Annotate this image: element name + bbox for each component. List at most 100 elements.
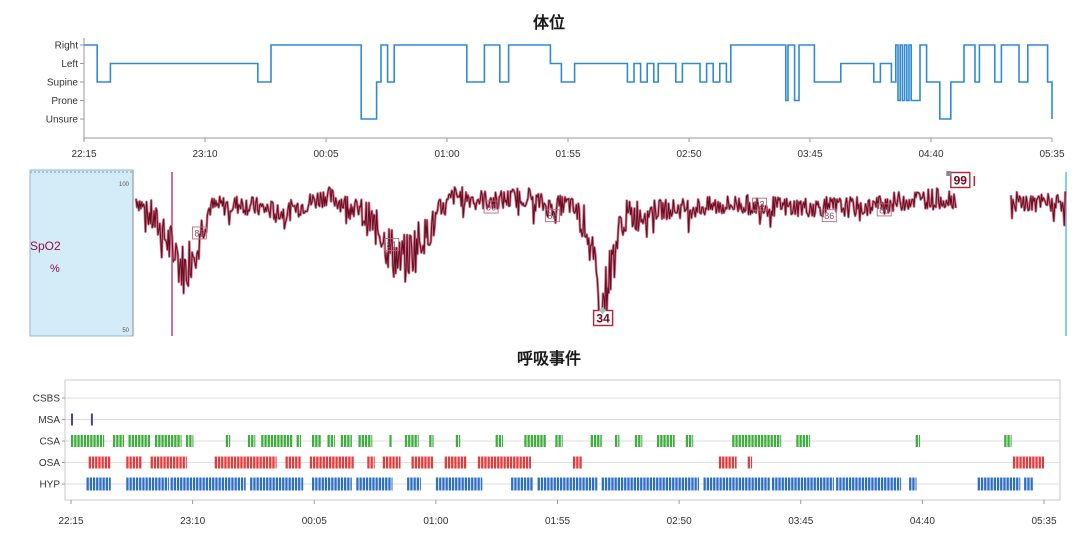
event-bar-hyp [337,477,340,491]
event-bar-csa [350,435,352,447]
event-bar-hyp [725,477,729,491]
event-bar-hyp [328,477,331,491]
event-bar-hyp [312,477,315,491]
spo2-value-marker-80: 80 [879,205,889,215]
event-bar-hyp [848,477,852,491]
event-bar-msa [90,413,93,426]
event-bar-csa [158,435,161,447]
event-bar-hyp [331,477,334,491]
event-bar-osa [430,456,433,469]
event-bar-osa [444,456,447,469]
event-bar-hyp [604,477,608,491]
event-bar-osa [275,456,277,469]
event-bar-hyp [643,477,646,491]
event-bar-osa [329,456,332,469]
event-bar-osa [373,456,375,469]
event-bar-csa [371,435,373,447]
event-bar-osa [747,456,750,469]
event-bar-csa [290,435,293,447]
event-bar-osa [104,456,107,469]
event-bar-hyp [576,477,579,491]
event-bar-hyp [99,477,102,491]
event-bar-hyp [620,477,624,491]
event-bar-hyp [288,477,291,491]
event-bar-csa [96,435,99,447]
event-bar-hyp [980,477,984,491]
event-bar-hyp [158,477,161,491]
event-bar-hyp [196,477,199,491]
event-bar-hyp [722,477,725,491]
event-bar-osa [454,456,457,469]
event-bar-osa [182,456,185,469]
event-bar-osa [269,456,272,469]
spo2-value-marker-90: 90 [486,203,496,213]
spo2-unit-label: % [50,263,60,275]
event-bar-csa [264,435,267,447]
event-bar-hyp [1000,477,1003,491]
event-bar-hyp [356,477,359,491]
event-bar-hyp [842,477,845,491]
events-x-tick-04-40: 04:40 [910,516,935,527]
event-bar-osa [414,456,417,469]
spo2-min-diamond [599,306,607,315]
event-bar-hyp [915,477,917,491]
position-x-tick-03-45: 03:45 [797,149,822,160]
event-bar-hyp [772,477,775,491]
event-bar-csa [274,435,277,447]
event-bar-hyp [566,477,569,491]
event-bar-osa [88,456,91,469]
event-bar-csa [432,435,434,447]
event-bar-csa [270,435,274,447]
event-bar-hyp [996,477,1000,491]
event-bar-hyp [451,477,455,491]
event-bar-csa [408,435,411,447]
event-bar-csa [330,435,333,447]
event-bar-osa [1013,456,1016,469]
spo2-value-marker-box [821,209,837,223]
event-bar-hyp [369,477,372,491]
event-bar-hyp [151,477,155,491]
event-bar-msa [71,413,73,426]
event-bar-hyp [665,477,668,491]
spo2-value-marker-99: 99 [954,174,968,188]
event-bar-hyp [887,477,890,491]
event-bar-csa [315,435,318,447]
event-bar-osa [1025,456,1029,469]
event-bar-hyp [340,477,344,491]
event-bar-osa [185,456,187,469]
event-bar-csa [254,435,256,447]
event-bar-hyp [1009,477,1012,491]
event-bar-hyp [89,477,92,491]
event-bar-hyp [92,477,96,491]
event-bar-hyp [212,477,215,491]
event-bar-hyp [298,477,301,491]
event-bar-hyp [467,477,471,491]
event-bar-hyp [461,477,464,491]
event-bar-csa [286,435,290,447]
event-bar-csa [128,435,131,447]
event-bar-osa [522,456,525,469]
event-bar-hyp [527,477,530,491]
event-bar-hyp [375,477,378,491]
event-bar-hyp [729,477,732,491]
event-row-label-csbs: CSBS [33,394,61,405]
event-bar-osa [98,456,101,469]
event-bar-csa [615,435,618,447]
event-bar-osa [135,456,139,469]
event-bar-csa [673,435,675,447]
event-bar-hyp [324,477,328,491]
position-x-tick-01-00: 01:00 [434,149,459,160]
event-bar-osa [417,456,421,469]
events-x-tick-05-35: 05:35 [1031,516,1056,527]
spo2-trace [135,186,1066,323]
spo2-value-marker-86: 86 [824,211,834,221]
event-bar-csa [347,435,350,447]
event-bar-hyp [761,477,764,491]
event-bar-hyp [372,477,375,491]
event-bar-hyp [129,477,132,491]
event-row-label-osa: OSA [39,458,60,469]
event-bar-osa [722,456,725,469]
events-x-tick-01-00: 01:00 [423,516,448,527]
event-bar-osa [153,456,157,469]
